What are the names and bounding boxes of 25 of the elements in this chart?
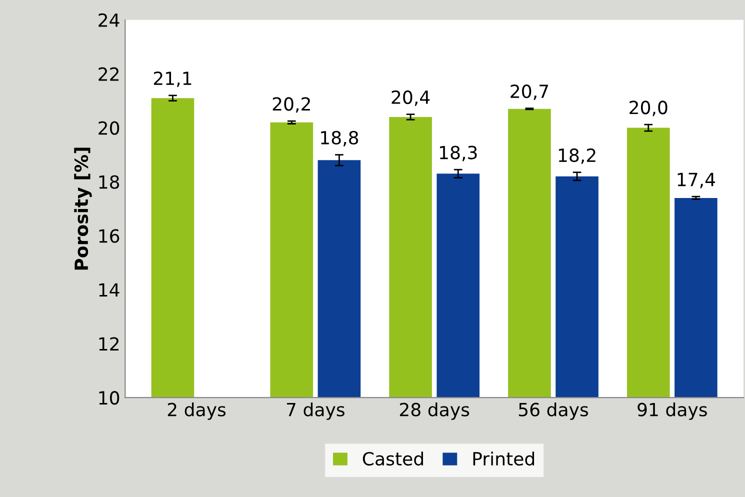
y-tick-label: 20 <box>98 121 120 135</box>
y-tick-label: 12 <box>99 337 118 350</box>
data-label: 17,4 <box>678 172 716 188</box>
x-tick-label: 56 days <box>518 402 588 420</box>
data-label: 21,1 <box>154 72 192 88</box>
x-tick-label: 28 days <box>400 402 470 420</box>
y-tick-label: 14 <box>99 283 120 297</box>
y-tick-label: 22 <box>98 67 118 81</box>
y-axis-title: Porosity [%] <box>74 148 92 270</box>
data-label: 20,7 <box>510 84 548 100</box>
y-tick-label: 16 <box>99 229 120 243</box>
data-label: 18,3 <box>440 146 477 162</box>
data-label: 18,2 <box>558 148 596 164</box>
data-label: 20,4 <box>392 90 430 106</box>
data-label: 20,0 <box>630 100 668 116</box>
data-label: 20,2 <box>272 97 310 113</box>
y-tick-label: 24 <box>98 13 120 27</box>
y-tick-label: 10 <box>99 391 120 405</box>
x-tick-label: 7 days <box>286 402 344 420</box>
legend-label: Casted <box>362 452 423 466</box>
y-tick-label: 18 <box>99 175 120 189</box>
x-tick-label: 2 days <box>168 402 226 420</box>
x-tick-label: 91 days <box>638 402 707 420</box>
legend-label: Printed <box>473 452 534 466</box>
data-label: 18,8 <box>321 130 358 146</box>
